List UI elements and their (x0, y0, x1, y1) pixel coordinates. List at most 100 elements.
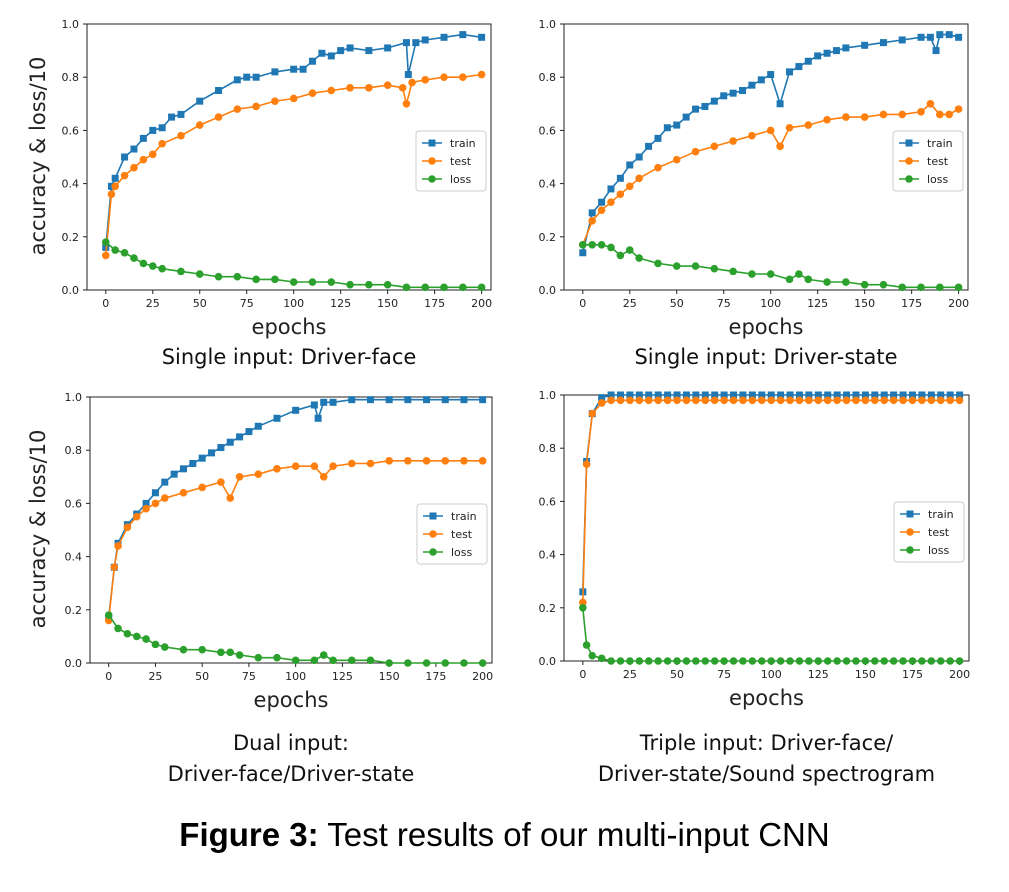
data-point-train (795, 391, 803, 399)
data-point-train (217, 444, 225, 452)
data-point-loss (383, 280, 392, 289)
data-point-loss (852, 657, 860, 665)
data-point-loss (607, 657, 615, 665)
data-point-train (460, 396, 468, 404)
data-point-loss (654, 657, 662, 665)
data-point-test (107, 190, 116, 199)
data-point-test (441, 457, 450, 465)
data-point-train (927, 391, 935, 399)
data-point-loss (776, 657, 785, 665)
data-point-loss (402, 283, 411, 292)
series-line-loss (582, 244, 959, 289)
subplot-caption-line: Driver-state/Sound spectrogram (597, 762, 936, 786)
data-point-test (101, 251, 110, 260)
data-point-test (308, 89, 317, 97)
data-point-test (366, 459, 375, 468)
data-point-train (932, 47, 940, 55)
x-tick-label: 75 (240, 297, 254, 310)
y-tick-label: 0.2 (539, 602, 557, 615)
data-point-test (899, 396, 907, 405)
data-point-train (161, 478, 169, 486)
data-point-loss (308, 278, 317, 286)
data-point-train (177, 110, 185, 118)
data-point-train (898, 36, 906, 44)
x-tick-label: 175 (902, 668, 923, 681)
data-point-train (767, 391, 775, 399)
data-point-test (852, 396, 860, 405)
data-point-test (692, 396, 700, 405)
legend-label-train: train (928, 508, 954, 521)
legend-label-test: test (450, 155, 472, 168)
data-point-loss (917, 283, 925, 292)
data-point-loss (329, 656, 337, 665)
data-point-loss (899, 657, 907, 665)
data-point-test (804, 121, 813, 129)
data-point-train (245, 428, 253, 436)
data-point-loss (748, 657, 757, 665)
x-tick-label: 125 (807, 297, 828, 310)
subplot-caption-2: Single input: Driver-state (536, 342, 996, 373)
x-tick-label: 50 (670, 668, 684, 681)
data-point-test (226, 494, 235, 502)
data-point-train (273, 414, 281, 422)
data-point-test (635, 174, 643, 183)
data-point-train (842, 44, 850, 52)
data-point-train (814, 391, 822, 399)
data-point-train (404, 396, 412, 404)
data-point-loss (120, 248, 129, 257)
data-point-train (149, 126, 157, 134)
data-point-train (121, 153, 129, 161)
data-point-train (786, 391, 794, 399)
data-point-train (588, 209, 596, 217)
data-point-loss (139, 259, 148, 268)
data-point-test (289, 94, 298, 103)
x-tick-label: 150 (855, 668, 876, 681)
data-point-test (625, 182, 634, 191)
y-tick-label: 1.0 (62, 18, 80, 31)
data-point-train (158, 124, 166, 132)
data-point-train (198, 454, 206, 462)
data-point-train (252, 73, 260, 81)
series-line-loss (108, 614, 483, 664)
data-point-test (748, 131, 756, 140)
data-point-train (208, 449, 216, 457)
data-point-train (441, 396, 449, 404)
data-point-train (635, 391, 643, 399)
data-point-train (385, 396, 393, 404)
data-point-test (217, 478, 225, 486)
x-tick-label: 125 (808, 668, 829, 681)
data-point-loss (898, 283, 907, 292)
data-point-loss (101, 238, 110, 246)
data-point-train (730, 391, 738, 399)
data-point-test (654, 163, 662, 172)
data-point-train (739, 87, 747, 94)
data-point-test (588, 409, 597, 418)
data-point-train (412, 39, 420, 47)
data-point-test (616, 396, 625, 405)
legend-marker-loss (905, 175, 913, 183)
data-point-loss (672, 262, 681, 270)
data-point-train (926, 33, 934, 41)
data-point-loss (347, 656, 356, 665)
legend-marker-train (906, 510, 914, 518)
data-point-test (672, 155, 681, 164)
data-point-train (168, 113, 176, 121)
data-point-test (795, 396, 804, 405)
data-point-test (842, 113, 850, 121)
data-point-loss (860, 280, 869, 289)
data-point-test (422, 457, 431, 465)
data-point-loss (682, 657, 691, 665)
y-axis-label: accuracy & loss/10 (26, 429, 50, 629)
x-tick-label: 150 (379, 670, 400, 683)
data-point-loss (936, 657, 945, 665)
data-point-test (459, 73, 467, 81)
figure-caption-label: Figure 3: (179, 816, 319, 853)
subplot-caption-line: Single input: Driver-face (161, 345, 417, 369)
data-point-test (291, 462, 300, 470)
data-point-train (710, 97, 718, 105)
data-point-loss (833, 657, 841, 665)
data-point-train (946, 391, 954, 399)
y-tick-label: 0.6 (62, 124, 80, 137)
data-point-loss (871, 657, 879, 665)
data-point-test (346, 84, 354, 92)
